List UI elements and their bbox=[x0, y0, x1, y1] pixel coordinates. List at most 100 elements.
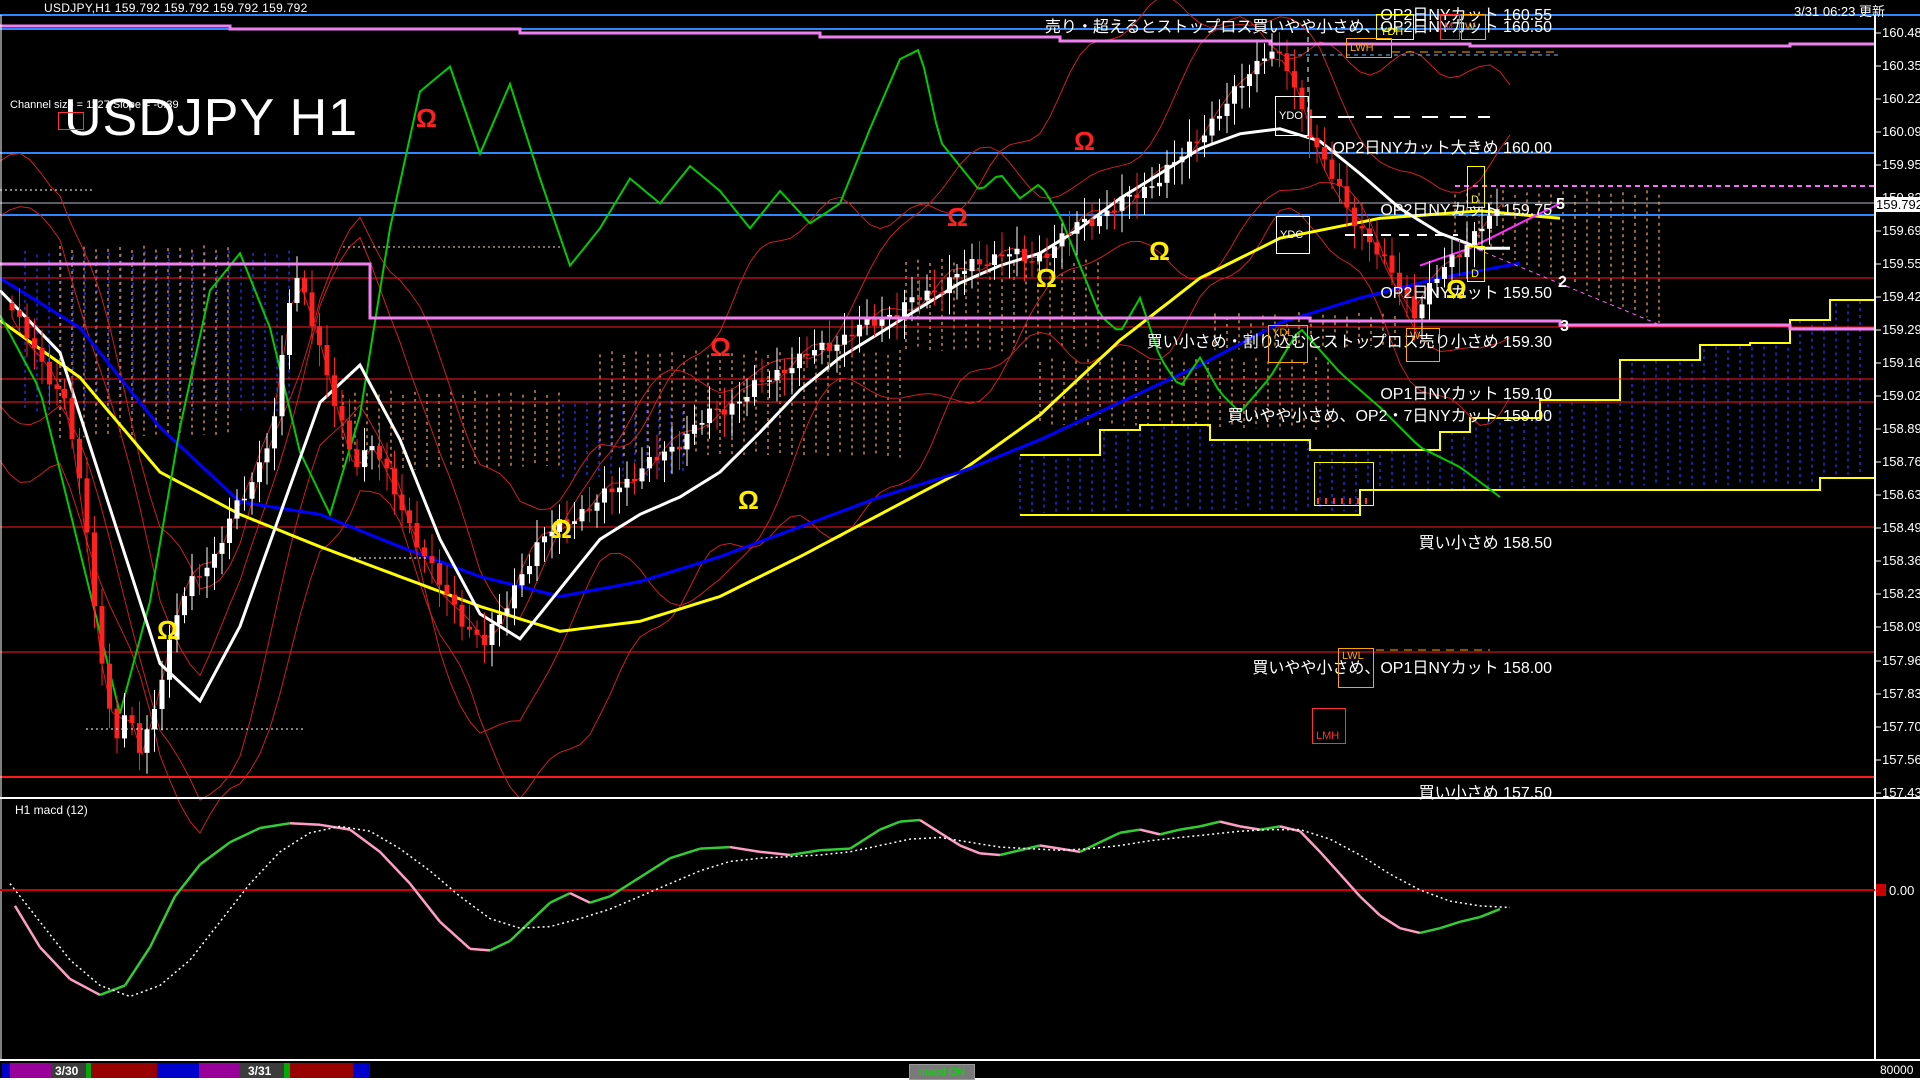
candle-body bbox=[1007, 254, 1012, 257]
candle-body bbox=[24, 316, 30, 339]
marker-box-lmh: LMH bbox=[1312, 708, 1346, 744]
candle-body bbox=[1157, 182, 1162, 187]
candle-body bbox=[489, 623, 495, 645]
candle-body bbox=[159, 679, 165, 710]
omega-icon: Ω bbox=[710, 332, 731, 362]
cloud-bottom-line bbox=[1020, 465, 1876, 516]
candle-body bbox=[1479, 228, 1485, 232]
order-annotation: 買い小さめ 158.50 bbox=[1418, 535, 1552, 552]
session-date-label: 3/31 bbox=[248, 1064, 272, 1078]
candle-body bbox=[1097, 216, 1102, 227]
macd-main-segment bbox=[1339, 873, 1361, 898]
macd-main-segment bbox=[959, 844, 981, 855]
candle-body bbox=[549, 531, 555, 537]
macd-main-segment bbox=[1079, 841, 1101, 853]
candle-body bbox=[332, 375, 337, 406]
candle-body bbox=[1344, 186, 1350, 208]
candle-body bbox=[564, 519, 570, 524]
candle-body bbox=[1202, 135, 1207, 143]
candle-body bbox=[437, 563, 442, 585]
candle-body bbox=[1442, 266, 1447, 279]
macd-main-segment bbox=[13, 905, 42, 948]
candle-body bbox=[32, 338, 37, 348]
pivot-step-line bbox=[0, 24, 1875, 48]
candle-body bbox=[1239, 86, 1245, 88]
candle-body bbox=[1494, 209, 1500, 216]
candle-body bbox=[1247, 74, 1252, 87]
macd-main-segment bbox=[849, 828, 881, 850]
candle-body bbox=[467, 626, 472, 630]
marker-box-label: W bbox=[1465, 21, 1476, 33]
candle-body bbox=[1322, 147, 1327, 160]
omega-icon: Ω bbox=[947, 202, 968, 232]
candle-body bbox=[429, 556, 435, 564]
candle-body bbox=[339, 405, 345, 421]
candle-body bbox=[639, 468, 645, 482]
macd-main-segment bbox=[1239, 825, 1261, 831]
marker-box-label: D bbox=[1471, 268, 1479, 280]
candle-body bbox=[1194, 141, 1200, 144]
candle-body bbox=[1277, 51, 1282, 54]
candle-body bbox=[107, 663, 112, 709]
macd-main-segment bbox=[699, 845, 731, 850]
session-segment bbox=[52, 1063, 86, 1078]
candle-body bbox=[1187, 141, 1192, 157]
candle-body bbox=[17, 310, 22, 317]
candle-body bbox=[264, 448, 270, 463]
candle-body bbox=[452, 594, 457, 605]
price-axis-label: 157.965 bbox=[1882, 653, 1920, 668]
candle-body bbox=[587, 509, 592, 511]
marker-box-label: M bbox=[1444, 21, 1454, 33]
macd-main-segment bbox=[289, 821, 321, 827]
candle-body bbox=[1389, 255, 1395, 273]
macd-main-segment bbox=[529, 901, 551, 923]
candle-body bbox=[722, 409, 727, 415]
candle-body bbox=[969, 259, 975, 272]
price-axis-label: 158.895 bbox=[1882, 421, 1920, 436]
candle-body bbox=[1164, 164, 1170, 183]
candle-body bbox=[54, 384, 60, 390]
candle-body bbox=[557, 519, 562, 532]
candle-body bbox=[594, 502, 600, 511]
candle-body bbox=[129, 715, 135, 724]
price-axis-label: 159.025 bbox=[1882, 388, 1920, 403]
candle-body bbox=[1052, 246, 1057, 258]
candle-body bbox=[347, 420, 352, 450]
candle-body bbox=[309, 292, 315, 327]
marker-box-ydc: YDC bbox=[1276, 216, 1310, 254]
candle-body bbox=[249, 482, 255, 499]
omega-icon: Ω bbox=[1074, 126, 1095, 156]
candle-body bbox=[744, 396, 750, 402]
macd-toggle-button[interactable]: macd ON bbox=[909, 1064, 975, 1080]
omega-icon: Ω bbox=[1149, 236, 1170, 266]
macd-main-segment bbox=[1199, 820, 1221, 828]
macd-main-segment bbox=[174, 863, 201, 898]
price-axis-label: 160.090 bbox=[1882, 124, 1920, 139]
order-annotation: 買い小さめ 157.50 bbox=[1418, 785, 1552, 802]
candle-body bbox=[272, 416, 277, 449]
price-axis-label: 158.760 bbox=[1882, 454, 1920, 469]
omega-icon: Ω bbox=[738, 485, 759, 515]
candle-body bbox=[1329, 159, 1335, 179]
candle-body bbox=[1232, 86, 1237, 104]
candle-body bbox=[422, 547, 427, 557]
macd-main-segment bbox=[1379, 914, 1401, 930]
candle-body bbox=[482, 634, 487, 645]
candle-body bbox=[834, 344, 840, 351]
macd-zero-tag bbox=[1876, 884, 1886, 896]
candle-body bbox=[1044, 253, 1050, 258]
candle-body bbox=[894, 314, 900, 318]
session-segment bbox=[199, 1063, 240, 1078]
yellow-ma-line bbox=[0, 209, 1561, 633]
candle-body bbox=[789, 368, 795, 374]
candle-body bbox=[1299, 87, 1305, 110]
candle-body bbox=[497, 614, 502, 624]
candle-body bbox=[474, 629, 480, 635]
candle-body bbox=[1434, 278, 1440, 283]
candle-body bbox=[617, 487, 622, 493]
macd-main-segment bbox=[1159, 828, 1181, 836]
candle-body bbox=[1472, 231, 1477, 246]
macd-main-segment bbox=[148, 895, 177, 948]
macd-main-segment bbox=[229, 826, 261, 844]
